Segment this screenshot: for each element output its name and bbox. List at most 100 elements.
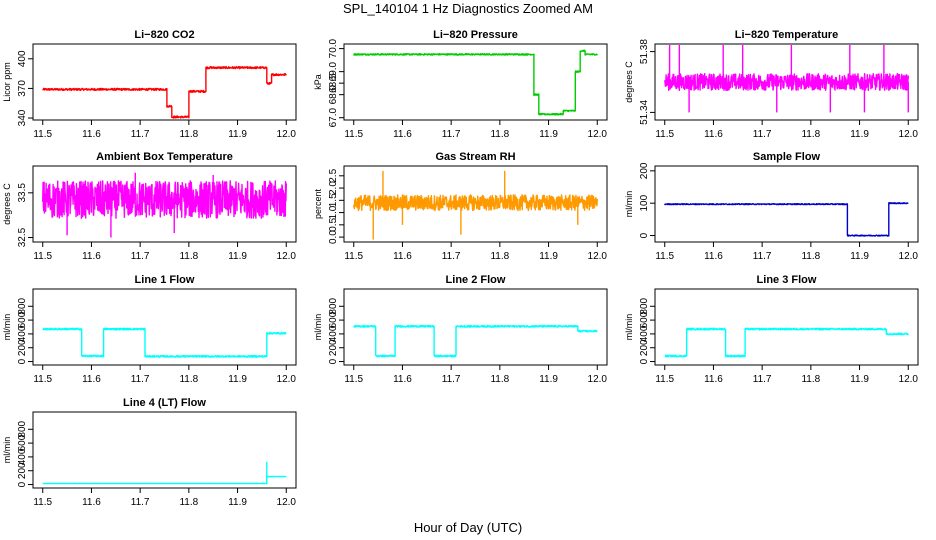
y-tick-label: 400 — [17, 448, 28, 465]
x-tick-label: 11.8 — [179, 497, 198, 508]
plot-frame — [654, 165, 919, 243]
x-tick-label: 11.5 — [655, 251, 674, 262]
x-tick-label: 12.0 — [588, 374, 608, 385]
x-tick-label: 11.6 — [82, 129, 101, 140]
panel-8: Line 2 Flow ml/min 11.5 11.6 11.7 11.8 11.9 12.… — [313, 274, 608, 385]
x-tick-label: 11.8 — [801, 129, 820, 140]
x-tick-label: 11.9 — [850, 374, 869, 385]
x-tick-label: 11.6 — [704, 251, 723, 262]
y-tick-label: 2.0 — [328, 181, 339, 195]
panel-title: Li−820 Pressure — [433, 29, 518, 41]
x-tick-label: 11.6 — [82, 251, 101, 262]
x-tick-label: 11.8 — [801, 374, 820, 385]
y-tick-label: 200 — [639, 162, 650, 179]
plot-frame — [32, 411, 297, 489]
y-tick-label: 100 — [639, 194, 650, 211]
x-tick-label: 11.6 — [393, 129, 412, 140]
panel-ylabel: ml/min — [2, 437, 12, 464]
series-line — [353, 49, 598, 116]
series-line — [42, 327, 287, 358]
y-tick-label: 600 — [328, 311, 339, 328]
y-tick-label: 32.5 — [17, 227, 28, 247]
figure-xlabel: Hour of Day (UTC) — [414, 520, 522, 535]
series-line — [664, 201, 909, 237]
y-tick-label: 0.0 — [328, 230, 339, 244]
x-tick-label: 12.0 — [277, 129, 297, 140]
panel-title: Li−820 CO2 — [134, 29, 194, 41]
y-tick-label: 600 — [17, 311, 28, 328]
panel-title: Line 4 (LT) Flow — [123, 397, 206, 409]
y-tick-label: 800 — [328, 297, 339, 314]
y-tick-label: 400 — [328, 325, 339, 342]
y-tick-label: 68.5 — [328, 73, 339, 93]
x-tick-label: 11.6 — [393, 374, 412, 385]
x-tick-label: 11.9 — [228, 374, 247, 385]
plot-frame — [343, 288, 608, 366]
x-tick-label: 11.9 — [228, 497, 247, 508]
x-tick-label: 11.8 — [490, 374, 509, 385]
panel-10: Line 4 (LT) Flow ml/min 11.5 11.6 11.7 11.8 11… — [2, 397, 297, 508]
x-tick-label: 11.6 — [393, 251, 412, 262]
series-line — [42, 475, 287, 485]
x-tick-label: 11.8 — [179, 129, 198, 140]
x-tick-label: 11.5 — [344, 251, 363, 262]
plot-frame — [654, 288, 919, 366]
x-tick-label: 11.5 — [344, 374, 363, 385]
x-tick-label: 11.6 — [82, 497, 101, 508]
panel-ylabel: ml/min — [313, 314, 323, 341]
x-tick-label: 11.5 — [33, 374, 52, 385]
x-tick-label: 11.7 — [131, 497, 150, 508]
plot-frame — [32, 165, 297, 243]
x-tick-label: 11.9 — [228, 129, 247, 140]
x-tick-label: 11.6 — [82, 374, 101, 385]
y-tick-label: 200 — [17, 339, 28, 356]
plot-frame — [32, 43, 297, 121]
y-tick-label: 400 — [17, 50, 28, 67]
y-tick-label: 51.34 — [639, 99, 650, 124]
y-tick-label: 400 — [17, 325, 28, 342]
x-tick-label: 11.5 — [344, 129, 363, 140]
panel-title: Gas Stream RH — [435, 151, 515, 163]
y-tick-label: 51.38 — [639, 39, 650, 64]
x-tick-label: 11.9 — [850, 129, 869, 140]
y-tick-label: 2.5 — [328, 168, 339, 182]
y-tick-label: 200 — [639, 339, 650, 356]
series-line — [664, 327, 909, 358]
x-tick-label: 11.7 — [753, 374, 772, 385]
x-tick-label: 11.9 — [228, 251, 247, 262]
y-tick-label: 400 — [639, 325, 650, 342]
y-tick-label: 370 — [17, 80, 28, 97]
x-tick-label: 11.8 — [490, 129, 509, 140]
x-tick-label: 11.7 — [131, 251, 150, 262]
y-tick-label: 0 — [17, 481, 28, 487]
y-tick-label: 1.5 — [328, 193, 339, 207]
panel-title: Line 1 Flow — [135, 274, 195, 286]
x-tick-label: 12.0 — [277, 251, 297, 262]
panel-5: Gas Stream RH percent 11.5 11.6 11.7 11.8 11.9… — [313, 151, 608, 262]
x-tick-label: 11.5 — [33, 251, 52, 262]
y-tick-label: 0 — [17, 358, 28, 364]
y-tick-label: 69.0 — [328, 61, 339, 81]
y-tick-label: 340 — [17, 109, 28, 126]
y-tick-label: 0 — [639, 232, 650, 238]
y-tick-label: 600 — [639, 311, 650, 328]
plot-frame — [654, 43, 919, 121]
panel-2: Li−820 Pressure kPa 11.5 11.6 11.7 11.8 11.9 12… — [313, 29, 608, 140]
x-tick-label: 11.7 — [442, 251, 461, 262]
y-tick-label: 600 — [17, 434, 28, 451]
y-tick-label: 800 — [17, 297, 28, 314]
panel-7: Line 1 Flow ml/min 11.5 11.6 11.7 11.8 11.9 12.… — [2, 274, 297, 385]
y-tick-label: 68.0 — [328, 84, 339, 104]
x-tick-label: 12.0 — [899, 374, 919, 385]
plot-frame — [343, 43, 608, 121]
panel-1: Li−820 CO2 Licor ppm 11.5 11.6 11.7 11.8 11.9 1… — [2, 29, 297, 140]
x-tick-label: 11.5 — [33, 497, 52, 508]
panel-3: Li−820 Temperature degrees C 11.5 11.6 11.7 1… — [624, 29, 919, 140]
x-tick-label: 12.0 — [899, 129, 919, 140]
panel-ylabel: kPa — [313, 74, 323, 90]
x-tick-label: 11.7 — [442, 129, 461, 140]
x-tick-label: 11.7 — [442, 374, 461, 385]
y-tick-label: 200 — [17, 462, 28, 479]
panel-ylabel: percent — [313, 188, 323, 219]
